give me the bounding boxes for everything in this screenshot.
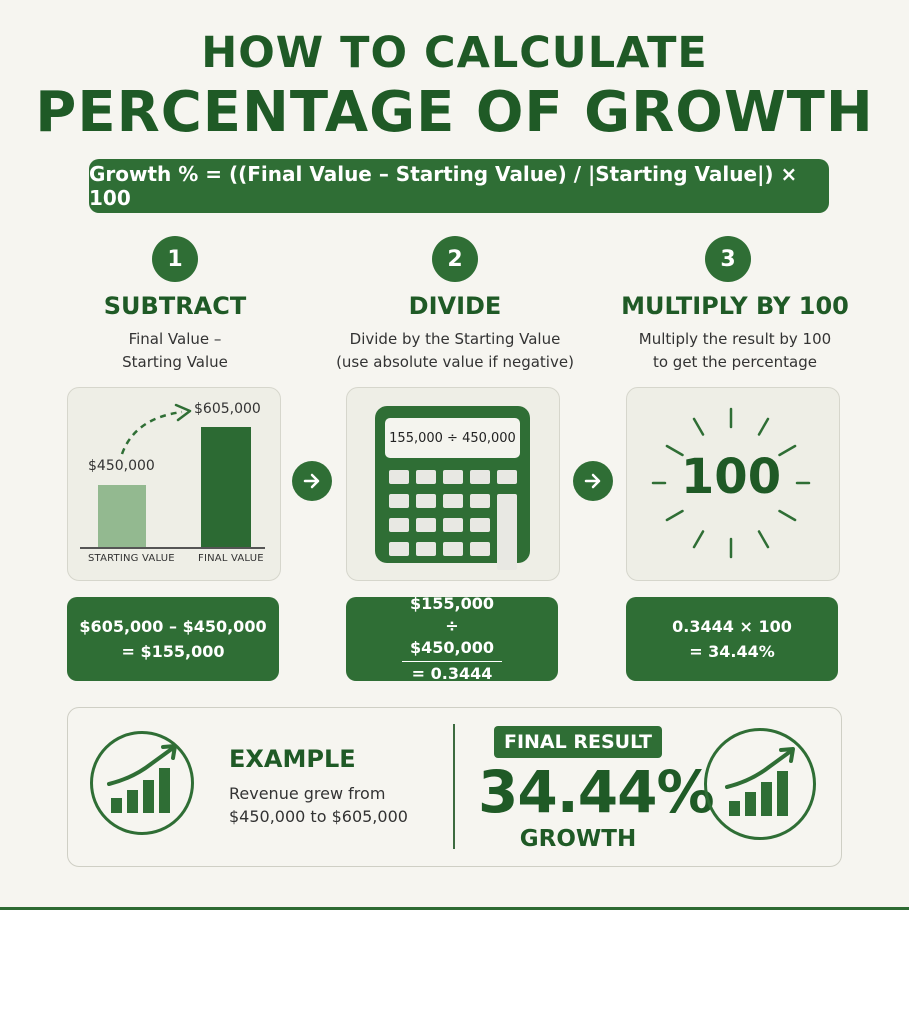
- formula-banner: Growth % = ((Final Value – Starting Valu…: [89, 159, 829, 213]
- calculator-key: [416, 542, 436, 556]
- step-2-desc-line: Divide by the Starting Value: [349, 330, 561, 348]
- calculator-key: [470, 494, 490, 508]
- calculator-key: [416, 470, 436, 484]
- final-value-bar: [201, 427, 251, 547]
- calculator-key: [416, 494, 436, 508]
- arrow-right-icon-glyph: [303, 473, 320, 489]
- step-1-desc-line: Starting Value: [122, 353, 228, 371]
- step-2-title: DIVIDE: [408, 292, 502, 320]
- calculator-key: [443, 518, 463, 532]
- step-2-result: $155,000 ÷ $450,000 = 0.3444: [346, 594, 558, 683]
- step-3-result-line: = 34.44%: [689, 642, 775, 661]
- step-2-result-line: = 0.3444: [411, 663, 493, 683]
- calculator-key: [470, 518, 490, 532]
- step-3-desc-line: to get the percentage: [652, 353, 817, 371]
- step-1-result-line: = $155,000: [121, 642, 225, 661]
- example-heading: EXAMPLE: [229, 745, 356, 773]
- burst-ray: [665, 509, 684, 522]
- step-3-title: MULTIPLY BY 100: [621, 292, 849, 320]
- burst-ray: [778, 444, 797, 457]
- step-2-result-line: $155,000: [409, 593, 494, 613]
- calculator-key: [497, 470, 517, 484]
- example-divider: [453, 724, 455, 849]
- step-2-number: 2: [432, 236, 478, 282]
- starting-value-axis-label: STARTING VALUE: [88, 553, 175, 564]
- example-text-line: $450,000 to $605,000: [229, 807, 408, 826]
- burst-ray: [692, 417, 705, 436]
- calculator-key: [389, 470, 409, 484]
- calculator-key: [389, 518, 409, 532]
- step-1-result: $605,000 – $450,000 = $155,000: [67, 597, 279, 681]
- burst-number: 100: [680, 449, 782, 505]
- step-1-desc-line: Final Value –: [128, 330, 222, 348]
- starting-value-bar: [98, 485, 146, 547]
- step-3-number: 3: [705, 236, 751, 282]
- step-3-description: Multiply the result by 100 to get the pe…: [605, 328, 865, 374]
- step-3-desc-line: Multiply the result by 100: [638, 330, 832, 348]
- step-1-result-line: $605,000 – $450,000: [79, 617, 267, 636]
- burst-ray: [692, 530, 705, 549]
- growth-chart-icon-glyph: [107, 744, 177, 813]
- calculator-key: [497, 494, 517, 570]
- calculator-key: [443, 542, 463, 556]
- calculator-key: [470, 542, 490, 556]
- step-2-desc-line: (use absolute value if negative): [336, 353, 574, 371]
- growth-dashed-arrow-icon: [120, 403, 192, 455]
- calculator-key: [470, 470, 490, 484]
- final-result-value: 34.44%: [478, 758, 715, 826]
- step-1-description: Final Value – Starting Value: [45, 328, 305, 374]
- calculator-key: [443, 470, 463, 484]
- title-line-2: PERCENTAGE OF GROWTH: [35, 80, 874, 145]
- bottom-rule: [0, 907, 909, 910]
- calculator-key: [389, 494, 409, 508]
- step-3-result: 0.3444 × 100 = 34.44%: [626, 597, 838, 681]
- burst-ray: [757, 417, 770, 436]
- growth-chart-icon-glyph: [725, 747, 795, 816]
- final-result-badge: FINAL RESULT: [494, 726, 662, 758]
- burst-ray: [665, 444, 684, 457]
- burst-icon: [651, 407, 811, 559]
- final-value-label: $605,000: [194, 401, 261, 417]
- example-text: Revenue grew from $450,000 to $605,000: [229, 782, 408, 828]
- step-1-number: 1: [152, 236, 198, 282]
- calculator-display: 155,000 ÷ 450,000: [385, 418, 520, 458]
- example-text-line: Revenue grew from: [229, 784, 386, 803]
- calculator-key: [389, 542, 409, 556]
- calculator-key: [443, 494, 463, 508]
- arrow-right-icon: [292, 461, 332, 501]
- title-line-1: HOW TO CALCULATE: [201, 28, 708, 78]
- step-1-title: SUBTRACT: [103, 292, 247, 320]
- chart-baseline: [80, 547, 265, 549]
- final-value-axis-label: FINAL VALUE: [198, 553, 264, 564]
- growth-chart-icon: [704, 728, 816, 840]
- arrow-right-icon-glyph: [584, 473, 601, 489]
- final-result-label: GROWTH: [519, 826, 637, 852]
- starting-value-label: $450,000: [88, 458, 155, 474]
- arrow-right-icon: [573, 461, 613, 501]
- step-3-result-line: 0.3444 × 100: [672, 617, 792, 636]
- calculator-key: [416, 518, 436, 532]
- burst-ray: [778, 509, 797, 522]
- formula-text: Growth % = ((Final Value – Starting Valu…: [89, 162, 798, 210]
- step-2-result-line: ÷ $450,000: [402, 615, 502, 662]
- step-2-description: Divide by the Starting Value (use absolu…: [325, 328, 585, 374]
- burst-ray: [757, 530, 770, 549]
- growth-chart-icon: [90, 731, 194, 835]
